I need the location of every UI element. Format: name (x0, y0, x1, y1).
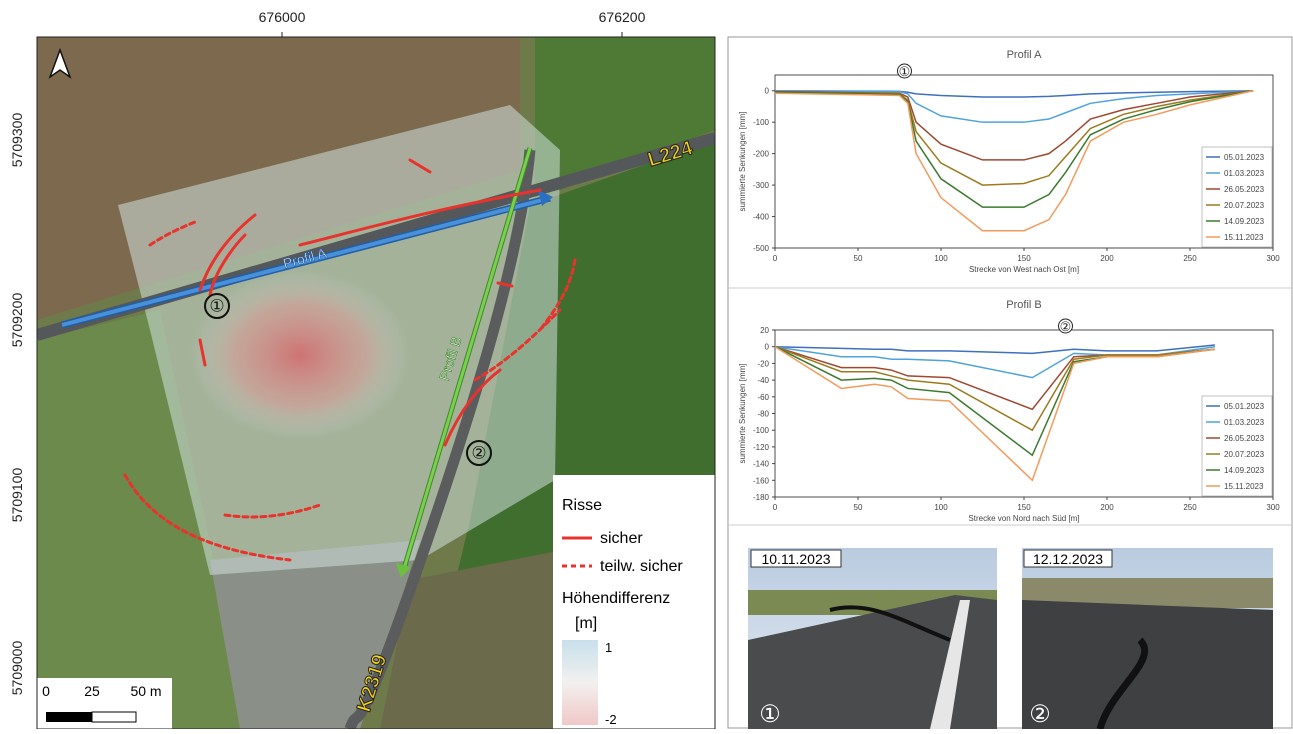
photo: 12.12.2023 ② (1022, 548, 1273, 729)
page: ① ② Profil A Profil B L224 K2319 0 25 50… (0, 0, 1293, 729)
legend-label: 15.11.2023 (1224, 233, 1264, 242)
map-marker: ① (209, 296, 224, 315)
figure: ① ② Profil A Profil B L224 K2319 0 25 50… (0, 0, 1293, 729)
y-tick-label: -100 (753, 426, 770, 435)
chart-title: Profil B (1006, 299, 1041, 311)
x-tick-label: 150 (1017, 254, 1031, 263)
legend-label: teilw. sicher (600, 558, 683, 575)
coord-label: 5709100 (9, 468, 25, 523)
x-tick-label: 0 (773, 503, 778, 512)
height-colorbar (562, 640, 598, 725)
y-tick-label: -500 (753, 244, 770, 253)
y-tick-label: -80 (757, 410, 769, 419)
map-marker: ② (471, 443, 486, 462)
photo-marker: ① (759, 701, 781, 728)
x-tick-label: 100 (934, 254, 948, 263)
scale-label: 50 m (130, 683, 161, 699)
legend-label: 26.05.2023 (1224, 434, 1265, 443)
x-axis-label: Strecke von West nach Ost [m] (969, 265, 1079, 274)
map: ① ② Profil A Profil B L224 K2319 0 25 50… (37, 37, 715, 729)
y-tick-label: -40 (757, 376, 769, 385)
scale-bar (92, 712, 136, 722)
x-axis-label: Strecke von Nord nach Süd [m] (968, 514, 1079, 523)
y-tick-label: -140 (753, 460, 770, 469)
colorbar-label: 1 (605, 640, 612, 655)
chart-title: Profil A (1007, 49, 1043, 61)
y-tick-label: -300 (753, 181, 770, 190)
y-tick-label: 0 (765, 87, 770, 96)
x-tick-label: 200 (1100, 503, 1114, 512)
x-tick-label: 250 (1183, 503, 1197, 512)
y-tick-label: -20 (757, 359, 769, 368)
y-tick-label: -120 (753, 443, 770, 452)
y-tick-label: 0 (765, 343, 770, 352)
y-tick-label: -180 (753, 493, 770, 502)
legend-label: 15.11.2023 (1224, 482, 1264, 491)
x-tick-label: 50 (854, 503, 863, 512)
coord-label: 676200 (599, 9, 646, 25)
photo: 10.11.2023 ① (748, 548, 997, 729)
legend-label: 20.07.2023 (1224, 201, 1265, 210)
legend-label: 14.09.2023 (1224, 217, 1265, 226)
y-axis-label: summierte Senkungen [mm] (738, 111, 747, 211)
scale-label: 25 (84, 683, 100, 699)
legend-unit: [m] (575, 615, 597, 632)
y-tick-label: -400 (753, 213, 770, 222)
colorbar-label: -2 (605, 712, 617, 727)
photo-marker: ② (1029, 701, 1051, 728)
legend-label: 05.01.2023 (1224, 402, 1265, 411)
legend-label: 26.05.2023 (1224, 185, 1265, 194)
x-tick-label: 100 (934, 503, 948, 512)
annotation: ② (1060, 319, 1072, 334)
x-tick-label: 50 (854, 254, 863, 263)
x-tick-label: 250 (1183, 254, 1197, 263)
scale-bar (46, 712, 92, 722)
photo-road (1022, 600, 1273, 729)
y-tick-label: -100 (753, 118, 770, 127)
coord-label: 5709000 (9, 641, 25, 696)
y-tick-label: -60 (757, 393, 769, 402)
y-tick-label: -200 (753, 150, 770, 159)
legend-title: Risse (562, 497, 602, 514)
legend-label: 20.07.2023 (1224, 450, 1265, 459)
photo-date: 10.11.2023 (761, 551, 830, 567)
scale-label: 0 (42, 683, 50, 699)
y-axis-label: summierte Senkungen [mm] (738, 363, 747, 463)
photo-date: 12.12.2023 (1033, 551, 1103, 567)
x-tick-label: 150 (1017, 503, 1031, 512)
y-tick-label: 20 (760, 326, 769, 335)
legend-label: 01.03.2023 (1224, 169, 1265, 178)
x-tick-label: 300 (1266, 503, 1280, 512)
legend-label: 01.03.2023 (1224, 418, 1265, 427)
legend-label: sicher (600, 530, 643, 547)
annotation: ① (899, 64, 911, 79)
x-tick-label: 0 (773, 254, 778, 263)
x-tick-label: 200 (1100, 254, 1114, 263)
y-tick-label: -160 (753, 476, 770, 485)
legend-box (1202, 396, 1272, 496)
legend-label: 14.09.2023 (1224, 466, 1265, 475)
legend-box (1202, 147, 1272, 247)
legend-title: Höhendifferenz (562, 590, 670, 607)
x-tick-label: 300 (1266, 254, 1280, 263)
coord-label: 5709300 (9, 113, 25, 168)
coord-label: 5709200 (9, 293, 25, 348)
legend-label: 05.01.2023 (1224, 153, 1265, 162)
coord-label: 676000 (259, 9, 306, 25)
